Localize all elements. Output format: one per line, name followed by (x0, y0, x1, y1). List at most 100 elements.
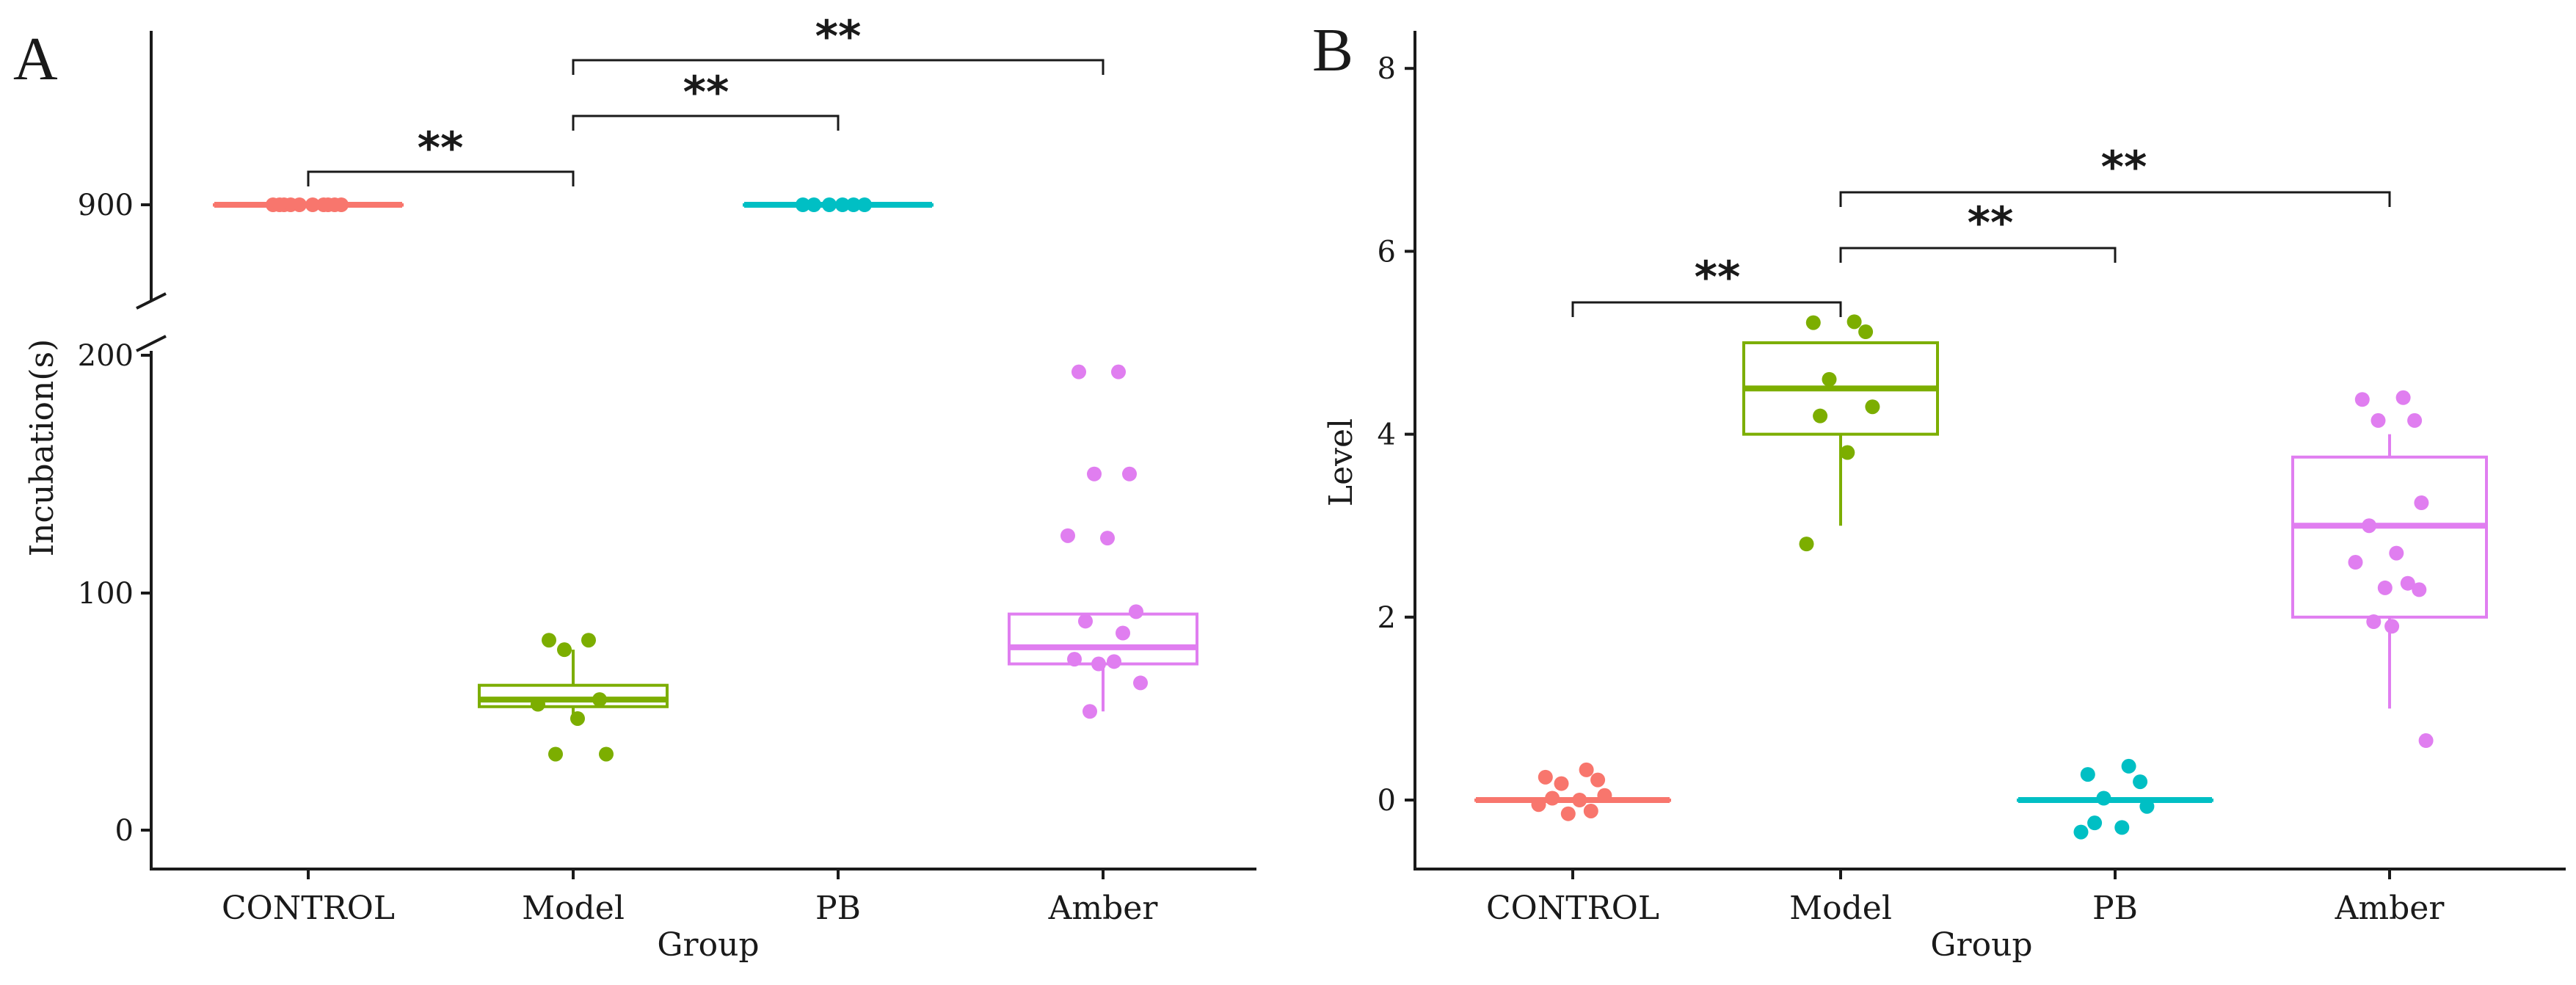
panel-a-y-tick-label: 900 (78, 189, 134, 222)
data-point (1060, 528, 1075, 543)
panel-a-significance-label: ** (418, 123, 464, 174)
panel-b-significance-bracket (1839, 247, 2117, 263)
data-point (2080, 767, 2095, 782)
box-rect (1008, 612, 1198, 666)
panel-a-y-tick-label: 100 (78, 577, 134, 611)
data-point (1100, 531, 1115, 546)
data-point (1083, 704, 1097, 719)
data-point (2384, 619, 2400, 634)
panel-a-plot-area (213, 197, 1198, 762)
data-point (1116, 625, 1130, 641)
panel-b-y-ticks: 0 2 4 6 8 (1378, 52, 1415, 818)
data-point (2400, 575, 2415, 591)
data-point (2087, 815, 2103, 831)
panel-b-x-axis-title: Group (1930, 926, 2032, 964)
data-point (1840, 445, 1855, 460)
data-point (272, 197, 287, 212)
data-point (1805, 315, 1821, 330)
data-point (1813, 408, 1828, 424)
data-point (283, 197, 298, 212)
data-point (2389, 545, 2404, 561)
data-point (1560, 806, 1576, 821)
data-point (1129, 604, 1143, 619)
panel-b-x-tick-label-amber: Amber (2335, 890, 2445, 927)
panel-b-x-tick-label-control: CONTROL (1486, 890, 1659, 927)
data-point (1091, 656, 1106, 672)
box-rect (478, 683, 669, 708)
data-point (548, 746, 563, 762)
data-point (305, 197, 320, 212)
panel-b: B CONTROL Model PB Amber Group Level ** … (1312, 16, 2566, 964)
panel-b-label: B (1312, 16, 1353, 84)
data-point (2418, 733, 2434, 749)
panel-a-x-tick-label-amber: Amber (1048, 890, 1159, 927)
data-point (592, 692, 607, 708)
data-point (2073, 824, 2089, 840)
data-point (1858, 324, 1874, 340)
data-point (1087, 466, 1102, 481)
data-point (2362, 518, 2377, 534)
data-point (1122, 466, 1137, 481)
data-point (2366, 614, 2382, 630)
data-point (1847, 314, 1862, 330)
data-point (1071, 364, 1086, 379)
data-point (2377, 580, 2393, 595)
data-point (1067, 652, 1082, 667)
data-point (570, 710, 585, 726)
data-point (1583, 803, 1598, 818)
panel-a-axis-break-mark (136, 335, 167, 352)
panel-a-axis-break-mark (136, 292, 167, 310)
panel-a-x-tick-label-pb: PB (815, 890, 861, 927)
data-point (1133, 675, 1148, 691)
box-model (478, 650, 669, 719)
panel-a-y-tick-label: 0 (115, 814, 134, 848)
panel-a-label: A (13, 25, 58, 93)
data-point (334, 197, 349, 212)
panel-b-y-tick-label: 8 (1378, 52, 1396, 86)
data-point (542, 633, 556, 648)
panel-a-significance-bracket (572, 59, 1105, 75)
data-point (1579, 762, 1594, 777)
box-amber (2291, 434, 2488, 709)
panel-b-significance-bracket (1839, 191, 2391, 207)
data-point (807, 197, 821, 212)
panel-b-y-tick-label: 0 (1378, 784, 1396, 818)
data-point (581, 633, 596, 648)
panel-b-significance-label: ** (1695, 252, 1741, 303)
data-point (2133, 774, 2148, 790)
panel-a-y-tick-label: 200 (78, 339, 134, 373)
panel-b-y-tick-label: 2 (1378, 601, 1396, 635)
data-point (2371, 412, 2386, 428)
data-point (1590, 772, 1606, 788)
panel-b-plot-area (1474, 314, 2488, 840)
panel-a-significance-bracket (307, 170, 575, 186)
data-point (2412, 582, 2427, 597)
data-point (1545, 790, 1560, 806)
data-point (531, 697, 545, 712)
data-point (2395, 390, 2411, 405)
panel-a-significance-bracket (572, 115, 840, 131)
box-model (1742, 341, 1939, 526)
data-point (599, 746, 614, 762)
panel-b-significance-label: ** (2101, 142, 2147, 193)
panel-b-y-axis-title: Level (1322, 418, 1360, 506)
panel-a-y-axis-title: Incubation(s) (23, 339, 61, 557)
data-point (1538, 769, 1553, 785)
data-point (321, 197, 335, 212)
data-point (557, 642, 572, 658)
data-point (1865, 399, 1880, 415)
data-point (2139, 799, 2155, 814)
data-point (835, 197, 850, 212)
box-rect (2291, 455, 2488, 619)
panel-a-significance-label: ** (683, 67, 729, 118)
panel-b-significance-label: ** (1968, 197, 2014, 249)
data-point (1078, 614, 1093, 629)
panel-a: A 900 200 100 0 CONTROL Model PB Amber G… (13, 11, 1256, 964)
panel-b-y-tick-label: 4 (1378, 418, 1396, 452)
panel-b-y-tick-label: 6 (1378, 235, 1396, 269)
panel-b-x-tick-label-pb: PB (2092, 890, 2138, 927)
box-pb (2017, 797, 2213, 803)
data-point (1822, 371, 1837, 387)
data-point (2096, 790, 2111, 806)
